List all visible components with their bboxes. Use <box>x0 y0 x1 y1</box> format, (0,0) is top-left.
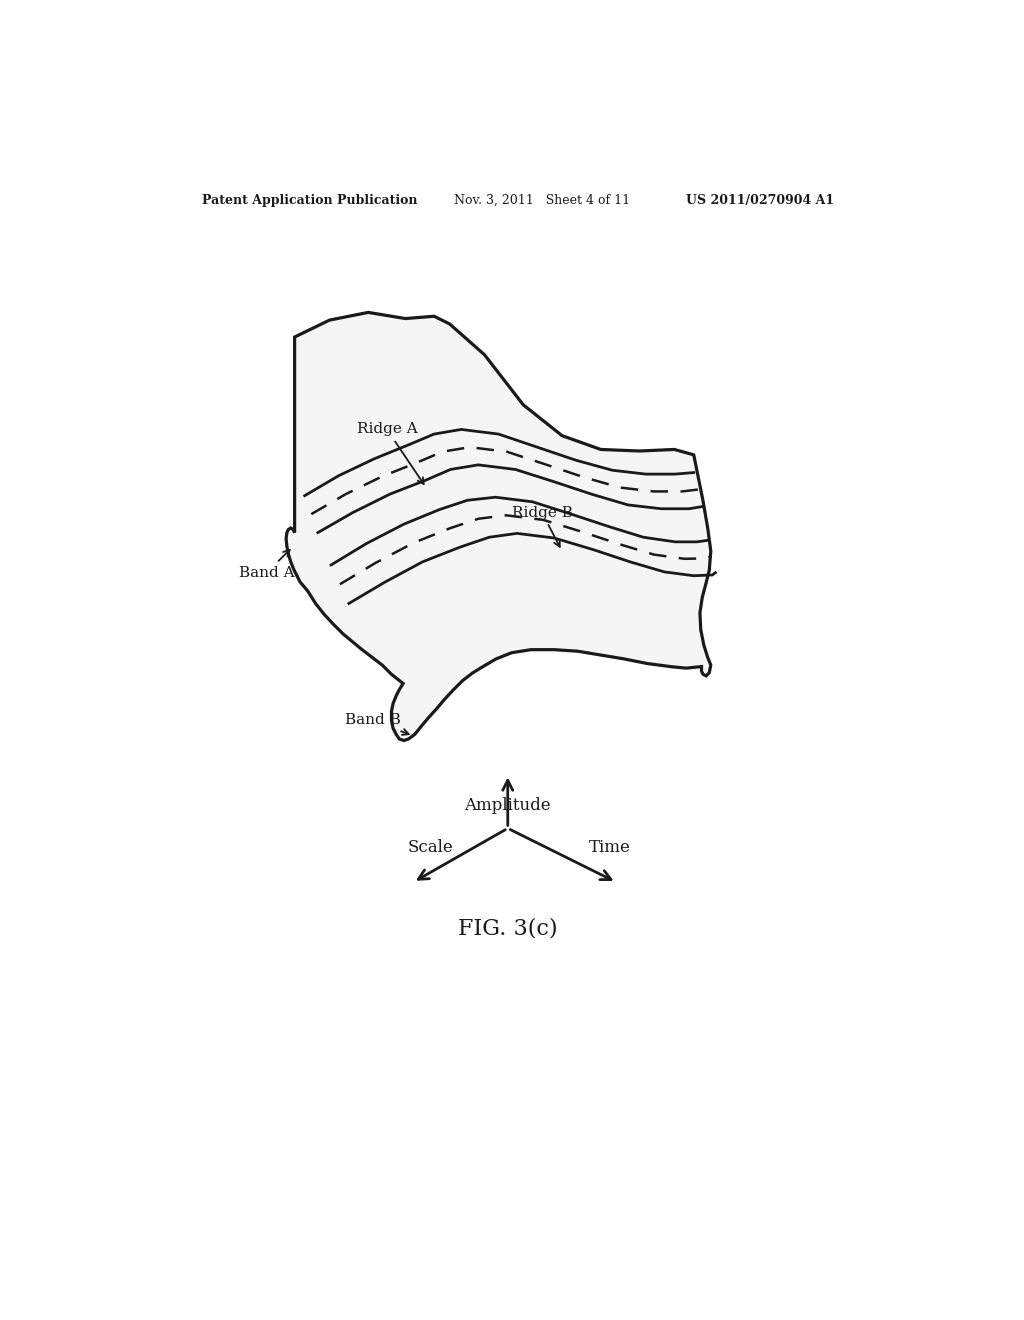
Text: Patent Application Publication: Patent Application Publication <box>202 194 417 207</box>
Text: Ridge A: Ridge A <box>356 422 424 484</box>
Polygon shape <box>286 313 711 741</box>
Text: Scale: Scale <box>408 840 454 857</box>
Text: Ridge B: Ridge B <box>512 506 572 546</box>
Text: US 2011/0270904 A1: US 2011/0270904 A1 <box>686 194 835 207</box>
Text: FIG. 3(c): FIG. 3(c) <box>458 917 557 940</box>
Text: Band B: Band B <box>345 714 409 735</box>
Text: Band A: Band A <box>239 550 295 579</box>
Text: Amplitude: Amplitude <box>465 797 551 813</box>
Text: Time: Time <box>589 840 631 857</box>
Text: Nov. 3, 2011   Sheet 4 of 11: Nov. 3, 2011 Sheet 4 of 11 <box>454 194 630 207</box>
